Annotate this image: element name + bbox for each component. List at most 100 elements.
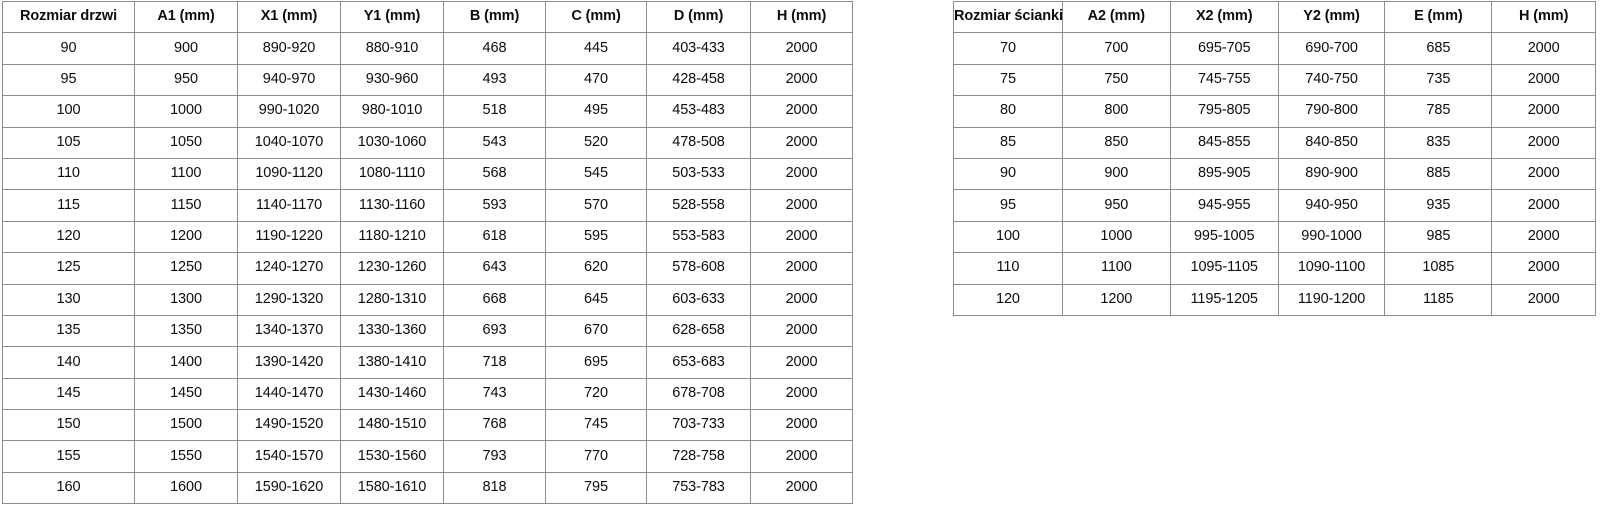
door-table-column-header: C (mm) <box>545 0 647 34</box>
door-table-cell: 1300 <box>134 283 238 316</box>
door-table-cell: 1600 <box>134 471 238 505</box>
door-table-cell: 160 <box>2 471 135 505</box>
table-row: 85 850 845-855 840-850 835 2000 <box>953 126 1596 159</box>
wall-table-cell: 940-950 <box>1277 189 1386 222</box>
wall-table-cell: 990-1000 <box>1277 220 1386 254</box>
door-table-cell: 653-683 <box>646 346 751 379</box>
door-table-cell: 728-758 <box>646 440 751 473</box>
door-table-cell: 890-920 <box>237 32 341 65</box>
door-table-cell: 668 <box>443 283 546 316</box>
wall-table-cell: 790-800 <box>1277 95 1386 128</box>
door-table-cell: 745 <box>545 409 647 442</box>
door-table-cell: 645 <box>545 283 647 316</box>
wall-table-cell: 2000 <box>1491 32 1596 65</box>
door-table-cell: 1240-1270 <box>237 252 341 285</box>
door-table-cell: 1100 <box>134 157 238 191</box>
door-table-cell: 2000 <box>750 252 853 285</box>
door-table-cell: 695 <box>545 346 647 379</box>
door-table-cell: 2000 <box>750 440 853 473</box>
door-table-cell: 930-960 <box>340 63 444 97</box>
door-table-cell: 130 <box>2 283 135 316</box>
table-row: 70 700 695-705 690-700 685 2000 <box>953 32 1596 65</box>
door-table-cell: 990-1020 <box>237 95 341 128</box>
door-table-cell: 1290-1320 <box>237 283 341 316</box>
door-table-cell: 1530-1560 <box>340 440 444 473</box>
door-table-cell: 100 <box>2 95 135 128</box>
wall-table-cell: 885 <box>1384 157 1493 191</box>
door-table-column-header: Rozmiar drzwi <box>2 0 135 34</box>
door-table-cell: 2000 <box>750 471 853 505</box>
door-table-cell: 145 <box>2 377 135 411</box>
wall-table-cell: 75 <box>953 63 1063 97</box>
door-table-cell: 793 <box>443 440 546 473</box>
table-row: 120 1200 1195-1205 1190-1200 1185 2000 <box>953 283 1596 316</box>
table-row: 120 1200 1190-1220 1180-1210 618 595 553-583 20… <box>2 220 853 254</box>
door-table-cell: 520 <box>545 126 647 159</box>
door-table-cell: 1330-1360 <box>340 314 444 348</box>
table-row: 160 1600 1590-1620 1580-1610 818 795 753-783 20… <box>2 471 853 505</box>
door-table-cell: 1340-1370 <box>237 314 341 348</box>
wall-table-cell: 110 <box>953 252 1063 285</box>
table-row: 130 1300 1290-1320 1280-1310 668 645 603-633 20… <box>2 283 853 316</box>
door-table-cell: 1430-1460 <box>340 377 444 411</box>
wall-table-cell: 685 <box>1384 32 1493 65</box>
door-table-cell: 593 <box>443 189 546 222</box>
table-row: 110 1100 1090-1120 1080-1110 568 545 503-533 20… <box>2 157 853 191</box>
door-table-cell: 1080-1110 <box>340 157 444 191</box>
door-table-cell: 1440-1470 <box>237 377 341 411</box>
door-table-cell: 1150 <box>134 189 238 222</box>
door-table-cell: 470 <box>545 63 647 97</box>
wall-table-cell: 85 <box>953 126 1063 159</box>
door-table-cell: 1500 <box>134 409 238 442</box>
door-table-cell: 880-910 <box>340 32 444 65</box>
door-table-cell: 140 <box>2 346 135 379</box>
door-table-cell: 1130-1160 <box>340 189 444 222</box>
door-table-cell: 2000 <box>750 346 853 379</box>
door-table-cell: 1450 <box>134 377 238 411</box>
door-table-column-header: H (mm) <box>750 0 853 34</box>
door-table-cell: 1190-1220 <box>237 220 341 254</box>
door-table-cell: 110 <box>2 157 135 191</box>
wall-table-cell: 735 <box>1384 63 1493 97</box>
table-row: 155 1550 1540-1570 1530-1560 793 770 728-758 20… <box>2 440 853 473</box>
wall-table-cell: 1190-1200 <box>1277 283 1386 316</box>
wall-table-cell: 90 <box>953 157 1063 191</box>
door-table-cell: 125 <box>2 252 135 285</box>
door-table-cell: 2000 <box>750 95 853 128</box>
door-table-cell: 2000 <box>750 32 853 65</box>
door-table-cell: 468 <box>443 32 546 65</box>
door-table-column-header: B (mm) <box>443 0 546 34</box>
wall-table-cell: 2000 <box>1491 95 1596 128</box>
wall-table-cell: 895-905 <box>1169 157 1279 191</box>
table-row: 100 1000 995-1005 990-1000 985 2000 <box>953 220 1596 254</box>
door-table-cell: 1380-1410 <box>340 346 444 379</box>
wall-table-cell: 1000 <box>1061 220 1171 254</box>
door-table-cell: 2000 <box>750 126 853 159</box>
door-table-cell: 528-558 <box>646 189 751 222</box>
door-table-cell: 1050 <box>134 126 238 159</box>
door-size-table: Rozmiar drzwi A1 (mm) X1 (mm) Y1 (mm) B (mm)… <box>2 0 853 505</box>
door-table-cell: 1250 <box>134 252 238 285</box>
door-table-cell: 2000 <box>750 314 853 348</box>
door-table-cell: 1580-1610 <box>340 471 444 505</box>
door-table-cell: 90 <box>2 32 135 65</box>
door-table-cell: 568 <box>443 157 546 191</box>
door-table-cell: 1590-1620 <box>237 471 341 505</box>
wall-table-cell: 2000 <box>1491 126 1596 159</box>
door-table-cell: 1490-1520 <box>237 409 341 442</box>
door-table-cell: 495 <box>545 95 647 128</box>
wall-table-cell: 95 <box>953 189 1063 222</box>
wall-table-cell: 2000 <box>1491 220 1596 254</box>
wall-table-cell: 695-705 <box>1169 32 1279 65</box>
door-table-cell: 1480-1510 <box>340 409 444 442</box>
wall-panel-size-table: Rozmiar ścianki A2 (mm) X2 (mm) Y2 (mm) E (m… <box>953 0 1596 316</box>
wall-table-cell: 835 <box>1384 126 1493 159</box>
door-table-cell: 478-508 <box>646 126 751 159</box>
door-table-cell: 620 <box>545 252 647 285</box>
door-table-cell: 150 <box>2 409 135 442</box>
wall-table-cell: 1100 <box>1061 252 1171 285</box>
door-table-cell: 795 <box>545 471 647 505</box>
door-table-cell: 1540-1570 <box>237 440 341 473</box>
wall-table-column-header: X2 (mm) <box>1169 0 1279 34</box>
